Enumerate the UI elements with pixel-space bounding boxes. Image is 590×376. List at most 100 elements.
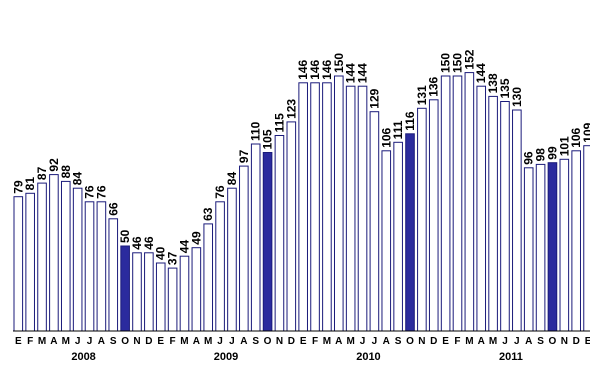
bar-value-label: 106 [569, 127, 583, 147]
bar-value-label: 111 [391, 120, 405, 139]
year-label: 2010 [356, 351, 380, 363]
bar-value-label: 49 [189, 231, 203, 245]
month-tick-label: M [38, 336, 46, 347]
month-tick-label: E [157, 336, 164, 347]
bar-value-label: 44 [177, 240, 191, 254]
month-tick-label: J [360, 336, 366, 347]
month-tick-label: O [549, 336, 557, 347]
bar [417, 107, 427, 332]
month-tick-label: J [75, 336, 81, 347]
year-labels-group: 20082009201020112012 [71, 351, 523, 363]
bar [37, 182, 47, 332]
bar [13, 196, 24, 332]
month-tick-label: F [27, 336, 33, 347]
bar-value-label: 144 [344, 63, 358, 83]
bar-value-label: 97 [237, 149, 251, 163]
month-tick-label: F [312, 336, 318, 347]
bar-value-label: 50 [118, 229, 132, 243]
month-tick-label: N [276, 336, 283, 347]
bar-value-label: 110 [249, 121, 263, 141]
bar [535, 163, 546, 332]
month-tick-label: E [442, 336, 449, 347]
bar [96, 201, 107, 332]
month-tick-label: A [98, 336, 105, 347]
month-tick-label: J [87, 336, 93, 347]
month-tick-label: S [395, 336, 402, 347]
month-tick-label: S [252, 336, 259, 347]
bar [357, 85, 368, 332]
year-label: 2011 [499, 351, 523, 363]
bar [215, 201, 225, 332]
month-tick-label: A [478, 336, 485, 347]
bar [405, 133, 415, 332]
bar-value-label: 88 [59, 165, 73, 179]
bar [345, 85, 356, 332]
bar [571, 150, 581, 332]
bars-group [13, 72, 590, 332]
month-tick-label: S [110, 336, 117, 347]
bar-value-label: 106 [379, 127, 393, 147]
bar-value-label: 123 [284, 99, 298, 119]
bar [120, 245, 130, 332]
month-tick-label: S [537, 336, 544, 347]
bar-value-label: 131 [415, 85, 429, 105]
month-tick-label: D [288, 336, 295, 347]
month-tick-label: J [229, 336, 235, 347]
bar-value-label: 115 [272, 113, 286, 133]
month-tick-label: J [217, 336, 223, 347]
bar-value-label: 63 [201, 207, 215, 221]
month-tick-label: E [300, 336, 307, 347]
bar [428, 99, 439, 332]
bar [369, 111, 380, 332]
month-tick-label: M [489, 336, 497, 347]
bar-value-label: 129 [367, 88, 381, 108]
month-tick-label: F [170, 336, 176, 347]
bar [144, 252, 154, 332]
month-tick-label: F [454, 336, 460, 347]
month-tick-label: M [62, 336, 70, 347]
bar-value-label: 99 [545, 146, 559, 160]
bar [286, 121, 297, 332]
bar [25, 192, 35, 332]
month-tick-label: M [465, 336, 473, 347]
bar [298, 82, 308, 332]
month-tick-label: A [240, 336, 247, 347]
bar-value-label: 101 [557, 136, 571, 156]
bar-value-label: 84 [225, 172, 239, 186]
month-tick-label: D [430, 336, 437, 347]
bar-value-label: 46 [142, 236, 156, 250]
month-tick-label: O [264, 336, 272, 347]
month-tick-label: N [133, 336, 140, 347]
bar-value-label: 76 [83, 185, 97, 199]
bar [191, 247, 202, 332]
bar [84, 201, 95, 332]
bar [167, 267, 178, 332]
bar-value-label: 144 [474, 63, 488, 83]
bar [310, 82, 320, 332]
bar-value-label: 152 [462, 49, 476, 69]
month-tick-label: J [514, 336, 520, 347]
bar [72, 187, 83, 332]
bar [393, 141, 403, 332]
year-label: 2008 [71, 351, 95, 363]
bar-value-label: 130 [510, 87, 524, 107]
month-tick-label: E [585, 336, 590, 347]
month-tick-label: N [418, 336, 425, 347]
bar-value-label: 146 [320, 59, 334, 79]
bar [559, 158, 570, 332]
bar [381, 150, 392, 332]
bar-value-label: 144 [356, 63, 370, 83]
year-label: 2009 [214, 351, 238, 363]
month-tick-label: J [502, 336, 508, 347]
bar-value-label: 76 [213, 185, 227, 199]
bar [476, 85, 487, 332]
bar [155, 262, 166, 332]
bar-value-label: 96 [522, 151, 536, 165]
month-tick-label: D [573, 336, 580, 347]
bar [274, 135, 285, 332]
bar-value-label: 87 [35, 166, 49, 180]
bar-labels-group: 7981879288847676665046464037444963768497… [11, 49, 590, 265]
